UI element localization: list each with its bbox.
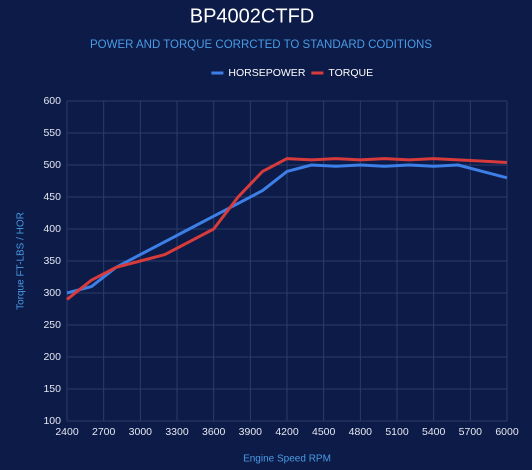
y-tick-label: 100	[43, 415, 61, 427]
x-tick-label: 4500	[312, 426, 336, 438]
x-tick-label: 3300	[165, 426, 189, 438]
y-tick-label: 300	[43, 287, 61, 299]
y-tick-label: 550	[43, 127, 61, 139]
x-tick-label: 4200	[275, 426, 299, 438]
line	[66, 157, 508, 301]
x-tick-label: 3600	[202, 426, 226, 438]
x-tick-label: 3000	[129, 426, 153, 438]
y-tick-label: 350	[43, 255, 61, 267]
x-tick-label: 6000	[495, 426, 519, 438]
y-tick-label: 250	[43, 319, 61, 331]
y-tick-label: 600	[43, 95, 61, 107]
y-tick-label: 450	[43, 191, 61, 203]
y-tick-label: 500	[43, 159, 61, 171]
y-tick-label: 200	[43, 351, 61, 363]
legend-label: TORQUE	[328, 67, 373, 79]
x-tick-label: 5700	[459, 426, 483, 438]
x-tick-label: 5400	[422, 426, 446, 438]
y-tick-label: 400	[43, 223, 61, 235]
x-tick-label: 4800	[349, 426, 373, 438]
x-tick-label: 5100	[385, 426, 409, 438]
line	[66, 163, 508, 295]
y-tick-label: 150	[43, 383, 61, 395]
x-tick-label: 2400	[55, 426, 79, 438]
x-tick-label: 2700	[92, 426, 116, 438]
chart-subtitle: POWER AND TORQUE CORRCTED TO STANDARD CO…	[90, 39, 432, 51]
legend-label: HORSEPOWER	[228, 67, 305, 79]
y-axis-title: Torque FT-LBS / HOR	[16, 212, 27, 310]
chart-title: BP4002CTFD	[190, 5, 315, 27]
x-tick-label: 3900	[239, 426, 263, 438]
x-axis-title: Engine Speed RPM	[243, 454, 331, 465]
